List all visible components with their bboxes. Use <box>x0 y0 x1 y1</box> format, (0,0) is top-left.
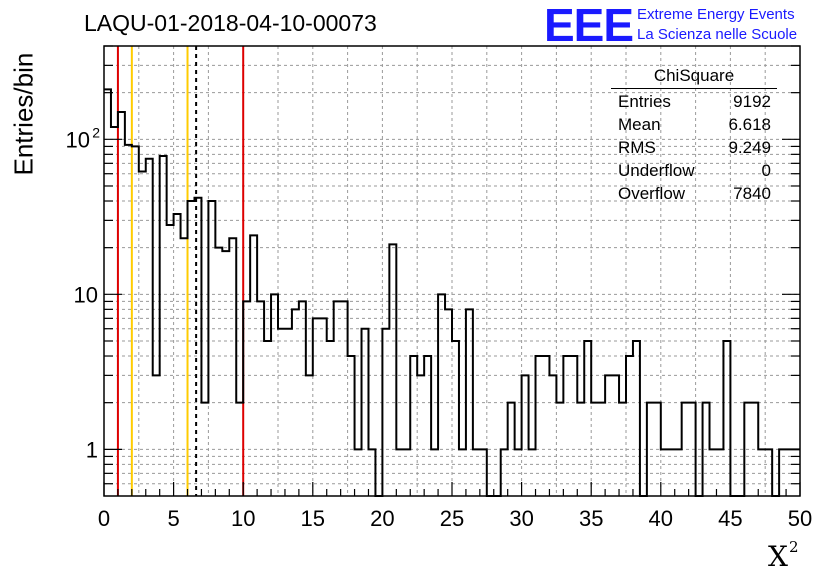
stats-row: Mean 6.618 <box>611 115 777 138</box>
chart-title: LAQU-01-2018-04-10-00073 <box>84 10 377 36</box>
logo-line-1: Extreme Energy Events <box>637 6 795 23</box>
y-tick-label-exponent: 2 <box>92 124 100 140</box>
y-tick-label: 10 <box>66 127 90 152</box>
x-axis-label-exponent: 2 <box>788 538 799 556</box>
eee-logo: EEE Extreme Energy Events La Scienza nel… <box>544 0 836 51</box>
y-axis-label: Entries/bin <box>8 52 39 176</box>
x-tick-labels: 0 5 10 15 20 25 30 35 40 45 50 <box>98 506 812 531</box>
x-tick-label: 25 <box>440 506 464 531</box>
x-tick-label: 0 <box>98 506 110 531</box>
stats-value: 0 <box>761 161 771 180</box>
x-tick-label: 10 <box>231 506 255 531</box>
eee-logo-mark: EEE <box>544 0 634 51</box>
stats-row: Entries 9192 <box>611 92 777 115</box>
y-tick-label: 10 <box>74 282 98 307</box>
x-tick-label: 5 <box>167 506 179 531</box>
x-tick-label: 20 <box>370 506 394 531</box>
stats-value: 9.249 <box>728 138 771 157</box>
x-tick-label: 15 <box>301 506 325 531</box>
stats-label: Overflow <box>618 184 686 203</box>
stats-value: 9192 <box>733 92 771 111</box>
stats-label: Entries <box>618 92 671 111</box>
x-axis-label-text: X <box>768 540 788 573</box>
stats-row: Overflow 7840 <box>611 184 777 207</box>
y-tick-label: 1 <box>86 437 98 462</box>
x-tick-label: 45 <box>718 506 742 531</box>
stats-row: Underflow 0 <box>611 161 777 184</box>
x-tick-label: 30 <box>509 506 533 531</box>
stats-title: ChiSquare <box>611 66 777 89</box>
x-tick-label: 50 <box>788 506 812 531</box>
x-tick-label: 40 <box>649 506 673 531</box>
stats-label: RMS <box>618 138 656 157</box>
stats-value: 6.618 <box>728 115 771 134</box>
stats-label: Underflow <box>618 161 695 180</box>
grid-lines <box>104 45 800 496</box>
stats-row: RMS 9.249 <box>611 138 777 161</box>
stats-value: 7840 <box>733 184 771 203</box>
x-axis-label: X2 <box>768 538 798 573</box>
x-tick-label: 35 <box>579 506 603 531</box>
histogram-series <box>104 88 800 497</box>
logo-line-2: La Scienza nelle Scuole <box>637 26 798 43</box>
stats-box: ChiSquare Entries 9192 Mean 6.618 RMS 9.249… <box>611 66 777 207</box>
stats-label: Mean <box>618 115 661 134</box>
axis-ticks <box>103 45 801 496</box>
reference-lines <box>116 46 245 496</box>
